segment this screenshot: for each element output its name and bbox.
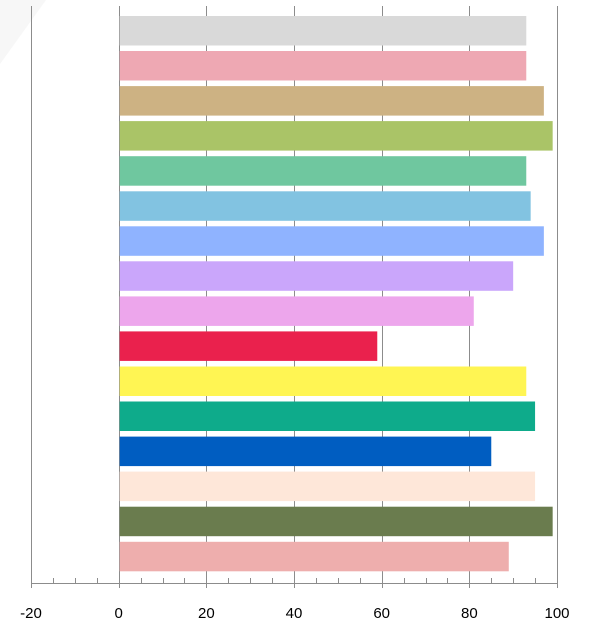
bar [119, 541, 509, 572]
x-tick-label: 100 [544, 605, 569, 622]
x-tick-label: 80 [461, 605, 478, 622]
bar [119, 261, 514, 291]
bar [119, 296, 474, 326]
bar [119, 471, 536, 502]
x-tick-label: 60 [373, 605, 390, 622]
bar [119, 506, 553, 537]
watermark-shape [0, 0, 46, 64]
bar [119, 226, 544, 256]
bar [119, 16, 527, 46]
bar [119, 366, 527, 396]
bar [119, 156, 527, 186]
bar [119, 51, 527, 81]
x-tick-label: 40 [286, 605, 303, 622]
x-tick-label: 20 [198, 605, 215, 622]
bar-series [119, 16, 553, 572]
x-tick-label: 0 [114, 605, 122, 622]
bar [119, 121, 553, 151]
bar [119, 401, 536, 431]
bar [119, 436, 492, 467]
bar [119, 331, 378, 361]
x-axis [31, 578, 558, 588]
x-tick-labels: -20 0 20 40 60 80 100 [20, 605, 569, 622]
bar [119, 86, 544, 116]
x-tick-label: -20 [20, 605, 42, 622]
bar [119, 191, 531, 221]
